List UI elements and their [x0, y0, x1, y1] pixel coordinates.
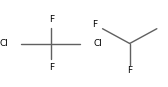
- Text: F: F: [49, 15, 54, 24]
- Text: F: F: [49, 63, 54, 72]
- Text: Cl: Cl: [93, 39, 102, 48]
- Text: F: F: [92, 20, 97, 29]
- Text: Cl: Cl: [0, 39, 8, 48]
- Text: F: F: [127, 66, 132, 75]
